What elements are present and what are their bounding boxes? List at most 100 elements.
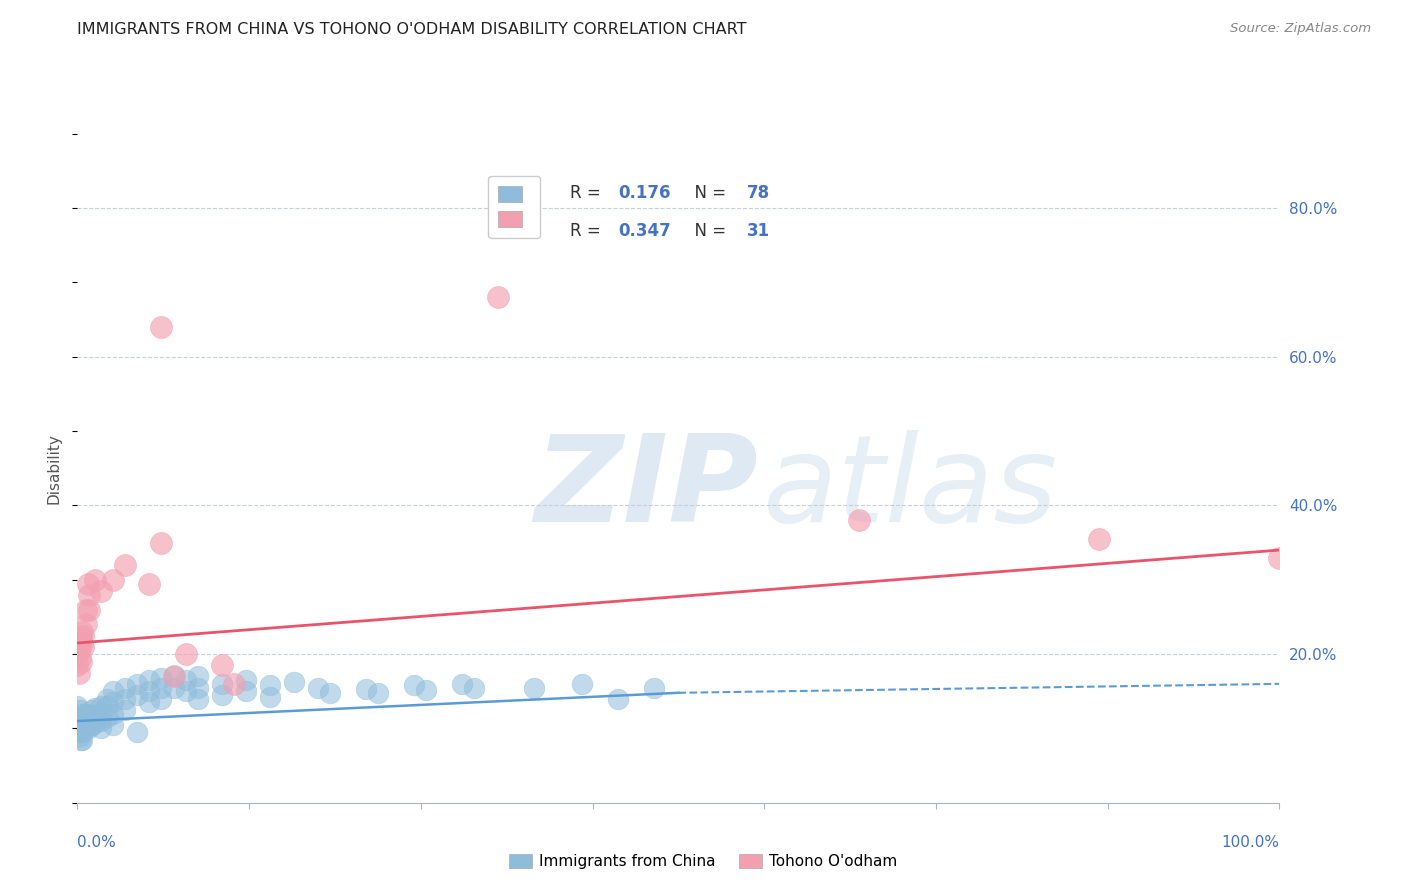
Point xyxy=(571,677,593,691)
Point xyxy=(69,714,91,728)
Point xyxy=(283,675,305,690)
Point xyxy=(67,665,90,680)
Point xyxy=(114,681,136,695)
Point xyxy=(90,699,112,714)
Point xyxy=(319,686,342,700)
Point xyxy=(80,717,103,731)
Point xyxy=(75,602,97,616)
Point xyxy=(150,320,173,334)
Y-axis label: Disability: Disability xyxy=(46,433,62,504)
Point xyxy=(138,576,160,591)
Point xyxy=(70,725,93,739)
Point xyxy=(607,691,630,706)
Point xyxy=(138,696,160,710)
Point xyxy=(69,722,91,736)
Point xyxy=(66,647,89,661)
Point xyxy=(451,677,474,691)
Point xyxy=(70,632,93,647)
Text: 100.0%: 100.0% xyxy=(1222,836,1279,850)
Point xyxy=(66,717,89,731)
Point xyxy=(79,706,101,721)
Point xyxy=(150,671,173,685)
Point xyxy=(162,681,184,695)
Point xyxy=(96,710,118,724)
Point xyxy=(150,691,173,706)
Point xyxy=(72,640,94,654)
Point xyxy=(150,681,173,695)
Point xyxy=(259,690,281,704)
Point xyxy=(150,535,173,549)
Point xyxy=(72,628,94,642)
Text: R =: R = xyxy=(571,222,606,240)
Point xyxy=(70,710,93,724)
Point xyxy=(354,681,377,696)
Point xyxy=(69,651,91,665)
Text: Source: ZipAtlas.com: Source: ZipAtlas.com xyxy=(1230,22,1371,36)
Point xyxy=(70,717,93,731)
Point xyxy=(80,710,103,724)
Point xyxy=(174,647,197,661)
Point xyxy=(103,573,125,587)
Point xyxy=(84,700,107,714)
Point xyxy=(402,678,425,692)
Point xyxy=(127,725,149,739)
Point xyxy=(211,688,233,702)
Point xyxy=(103,684,125,698)
Point xyxy=(79,722,101,736)
Point xyxy=(66,710,89,724)
Point xyxy=(76,713,98,727)
Point xyxy=(103,696,125,710)
Point xyxy=(96,699,118,714)
Text: atlas: atlas xyxy=(762,430,1057,547)
Point xyxy=(1088,532,1111,546)
Point xyxy=(72,723,94,737)
Point xyxy=(138,673,160,687)
Point xyxy=(79,602,101,616)
Point xyxy=(84,715,107,730)
Point xyxy=(187,681,209,695)
Point xyxy=(69,729,91,743)
Point xyxy=(70,715,93,730)
Point xyxy=(70,706,93,721)
Point xyxy=(79,714,101,728)
Point xyxy=(90,584,112,599)
Point xyxy=(174,673,197,687)
Point xyxy=(367,686,389,700)
Point xyxy=(66,699,89,714)
Point xyxy=(69,640,91,654)
Point xyxy=(70,725,93,739)
Point xyxy=(174,684,197,698)
Point xyxy=(75,617,97,632)
Point xyxy=(75,722,97,736)
Point xyxy=(75,714,97,728)
Point xyxy=(259,678,281,692)
Point xyxy=(523,681,546,695)
Point xyxy=(103,717,125,731)
Text: 0.176: 0.176 xyxy=(619,184,671,202)
Point xyxy=(235,673,257,687)
Point xyxy=(90,706,112,721)
Point xyxy=(114,558,136,572)
Point xyxy=(643,681,665,695)
Point xyxy=(235,684,257,698)
Point xyxy=(222,677,245,691)
Point xyxy=(127,677,149,691)
Point xyxy=(103,706,125,721)
Point xyxy=(138,684,160,698)
Point xyxy=(114,703,136,717)
Point xyxy=(486,290,509,304)
Point xyxy=(162,669,184,683)
Text: 0.347: 0.347 xyxy=(619,222,671,240)
Point xyxy=(211,658,233,673)
Point xyxy=(1268,550,1291,565)
Text: N =: N = xyxy=(685,222,731,240)
Text: 78: 78 xyxy=(747,184,770,202)
Point xyxy=(69,703,91,717)
Point xyxy=(187,669,209,683)
Legend: Immigrants from China, Tohono O'odham: Immigrants from China, Tohono O'odham xyxy=(502,848,904,875)
Point xyxy=(84,573,107,587)
Point xyxy=(211,677,233,691)
Point xyxy=(70,636,93,650)
Text: 31: 31 xyxy=(747,222,770,240)
Point xyxy=(127,688,149,702)
